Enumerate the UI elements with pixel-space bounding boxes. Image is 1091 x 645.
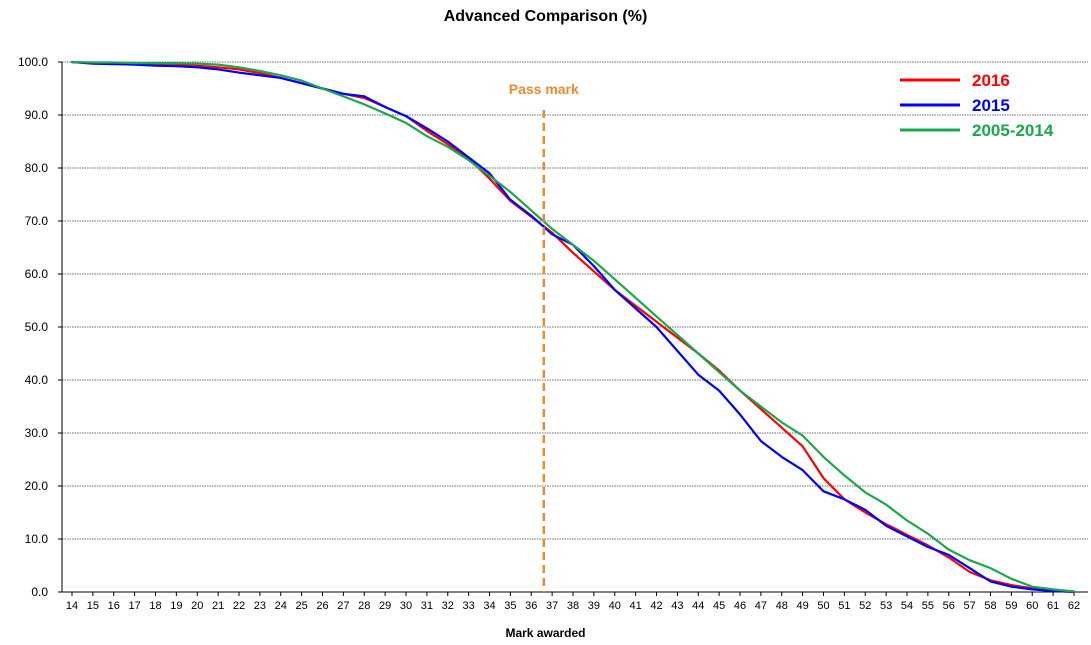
x-tick-label: 43 — [671, 600, 683, 612]
x-tick-label: 27 — [337, 600, 349, 612]
x-tick-label: 49 — [797, 600, 809, 612]
series-lines — [70, 60, 1076, 594]
x-tick-label: 17 — [129, 600, 141, 612]
x-tick-label: 51 — [838, 600, 850, 612]
x-tick-label: 41 — [630, 600, 642, 612]
x-tick-label: 31 — [421, 600, 433, 612]
chart-title: Advanced Comparison (%) — [443, 8, 648, 25]
x-tick-label: 47 — [755, 600, 767, 612]
x-tick-label: 36 — [525, 600, 537, 612]
y-tick-label: 90.0 — [25, 108, 49, 122]
x-tick-label: 54 — [901, 600, 913, 612]
x-tick-label: 59 — [1005, 600, 1017, 612]
series-line-2016 — [70, 60, 1076, 593]
y-tick-label: 20.0 — [25, 479, 49, 493]
x-tick-label: 61 — [1047, 600, 1059, 612]
x-tick-label: 21 — [212, 600, 224, 612]
x-tick-label: 19 — [170, 600, 182, 612]
x-tick-label: 46 — [734, 600, 746, 612]
x-tick-label: 40 — [609, 600, 621, 612]
x-tick-label: 39 — [588, 600, 600, 612]
legend-label: 2015 — [972, 96, 1010, 115]
x-tick-label: 33 — [463, 600, 475, 612]
x-tick-label: 50 — [817, 600, 829, 612]
x-tick-label: 56 — [943, 600, 955, 612]
y-tick-label: 10.0 — [25, 532, 49, 546]
x-tick-label: 25 — [296, 600, 308, 612]
x-tick-label: 35 — [504, 600, 516, 612]
legend-label: 2016 — [972, 71, 1010, 90]
x-tick-label: 53 — [880, 600, 892, 612]
x-tick-label: 45 — [713, 600, 725, 612]
y-tick-label: 50.0 — [25, 320, 49, 334]
x-tick-label: 28 — [358, 600, 370, 612]
x-tick-label: 32 — [442, 600, 454, 612]
legend: 2016 2015 2005-2014 — [900, 71, 1054, 140]
x-tick-label: 18 — [149, 600, 161, 612]
x-tick-label: 16 — [108, 600, 120, 612]
x-tick-label: 23 — [254, 600, 266, 612]
x-tick-label: 37 — [546, 600, 558, 612]
x-tick-label: 14 — [66, 600, 78, 612]
gridlines — [62, 61, 1088, 540]
x-tick-label: 34 — [483, 600, 495, 612]
x-tick-labels: 14 15 16 17 18 19 20 21 22 23 24 25 26 27 28 29 30 31 32 33… — [66, 600, 1080, 612]
y-tick-label: 80.0 — [25, 161, 49, 175]
series-line-2005-2014 — [70, 60, 1076, 593]
x-tick-label: 44 — [692, 600, 704, 612]
x-tick-label: 62 — [1068, 600, 1080, 612]
x-tick-label: 15 — [87, 600, 99, 612]
x-tick-label: 38 — [567, 600, 579, 612]
pass-mark-annotation: Pass mark — [509, 81, 579, 592]
x-tick-label: 24 — [275, 600, 287, 612]
x-tick-label: 26 — [316, 600, 328, 612]
y-tick-label: 70.0 — [25, 214, 49, 228]
x-tick-label: 30 — [400, 600, 412, 612]
y-tick-label: 60.0 — [25, 267, 49, 281]
y-tick-label: 30.0 — [25, 426, 49, 440]
y-tick-label: 100.0 — [18, 55, 48, 69]
y-tick-label: 40.0 — [25, 373, 49, 387]
x-tick-label: 57 — [964, 600, 976, 612]
legend-label: 2005-2014 — [972, 121, 1054, 140]
x-tick-label: 29 — [379, 600, 391, 612]
pass-mark-label: Pass mark — [509, 81, 579, 97]
x-axis-label: Mark awarded — [505, 626, 586, 640]
axes — [58, 61, 1088, 596]
x-tick-label: 52 — [859, 600, 871, 612]
x-tick-label: 55 — [922, 600, 934, 612]
x-tick-label: 58 — [984, 600, 996, 612]
x-tick-label: 42 — [650, 600, 662, 612]
x-tick-label: 22 — [233, 600, 245, 612]
x-tick-label: 48 — [776, 600, 788, 612]
x-tick-label: 60 — [1026, 600, 1038, 612]
y-tick-label: 0.0 — [31, 585, 48, 599]
x-tick-label: 20 — [191, 600, 203, 612]
y-tick-labels: 0.0 10.0 20.0 30.0 40.0 50.0 60.0 70.0 80.0 90.0 1… — [18, 55, 48, 599]
